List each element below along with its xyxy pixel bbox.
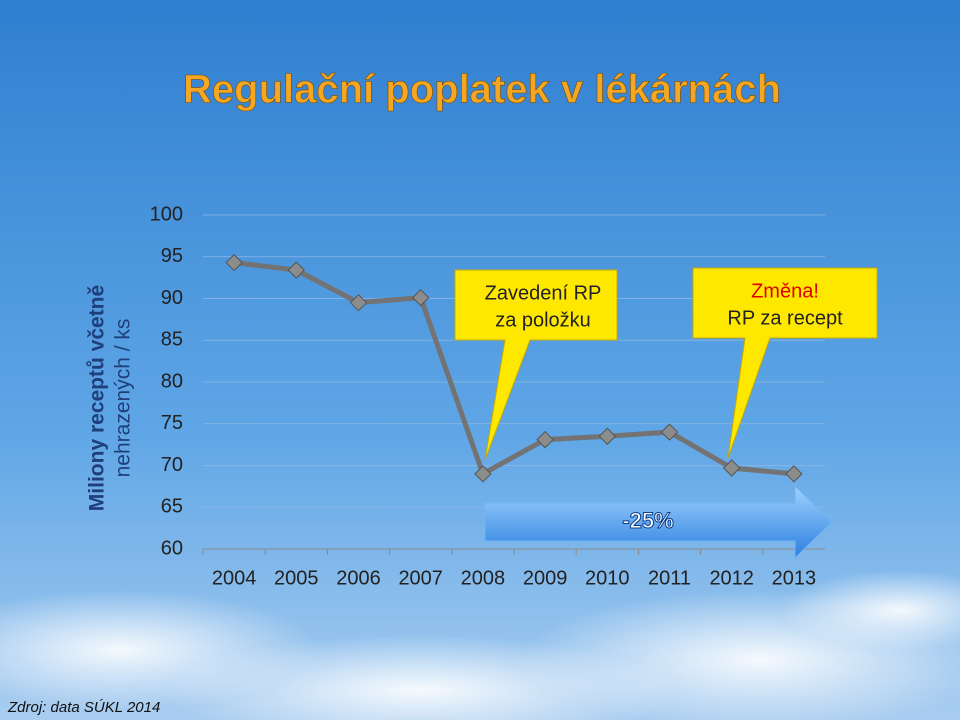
point-marker	[722, 459, 741, 477]
title: Regulační poplatek v lékárnách	[183, 68, 781, 112]
y-tick-label: 90	[161, 287, 183, 309]
y-tick-label: 65	[161, 496, 183, 518]
point-marker	[785, 465, 803, 483]
y-tick-label: 100	[150, 203, 183, 225]
x-tick-label: 2010	[585, 567, 630, 589]
x-tick-label: 2011	[648, 567, 691, 589]
point-marker	[225, 253, 243, 272]
x-tick-label: 2007	[398, 567, 443, 589]
y-tick-label: 85	[161, 329, 183, 351]
y-tick-label: 70	[161, 454, 183, 476]
callout-text: Zavedení RP	[485, 282, 602, 304]
plot: 60 65 70 75 80 85 90 95 100 2004 2005 2006 2007 2008 2…	[150, 203, 825, 589]
x-tick-label: 2013	[772, 567, 817, 589]
callout-text: Změna!	[751, 280, 819, 302]
point-marker	[536, 430, 554, 449]
y-tick-label: 75	[161, 412, 183, 434]
y-label-line: Miliony receptů včetně	[86, 285, 109, 511]
x-tick-label: 2012	[709, 567, 754, 589]
y-tick-label: 80	[161, 370, 183, 392]
point-marker	[474, 465, 492, 483]
callout-2: Změna! RP za recept	[692, 267, 878, 459]
y-axis-label: Miliony receptů včetně nehrazených / ks	[86, 285, 135, 511]
x-tick-label: 2006	[336, 567, 381, 589]
point-marker	[660, 423, 679, 441]
x-tick-label: 2009	[523, 567, 568, 589]
arrow-text: -25%	[622, 508, 673, 533]
x-tick-label: 2008	[461, 567, 506, 589]
y-label-line: nehrazených / ks	[112, 319, 135, 478]
point-marker	[598, 427, 617, 445]
decline-arrow: -25%	[484, 484, 833, 560]
y-tick-label: 95	[161, 245, 183, 267]
point-marker	[349, 293, 368, 312]
callout-text: za položku	[495, 309, 591, 331]
series-line	[233, 260, 795, 478]
callout-text: RP za recept	[727, 307, 843, 329]
clouds	[0, 570, 960, 720]
y-tick-label: 60	[161, 537, 183, 559]
point-marker	[411, 288, 430, 307]
point-marker	[287, 261, 306, 279]
source: Zdroj: data SÚKL 2014	[7, 699, 160, 716]
x-tick-label: 2004	[212, 567, 257, 589]
callout-1: Zavedení RP za položku	[454, 269, 618, 461]
x-tick-label: 2005	[274, 567, 319, 589]
